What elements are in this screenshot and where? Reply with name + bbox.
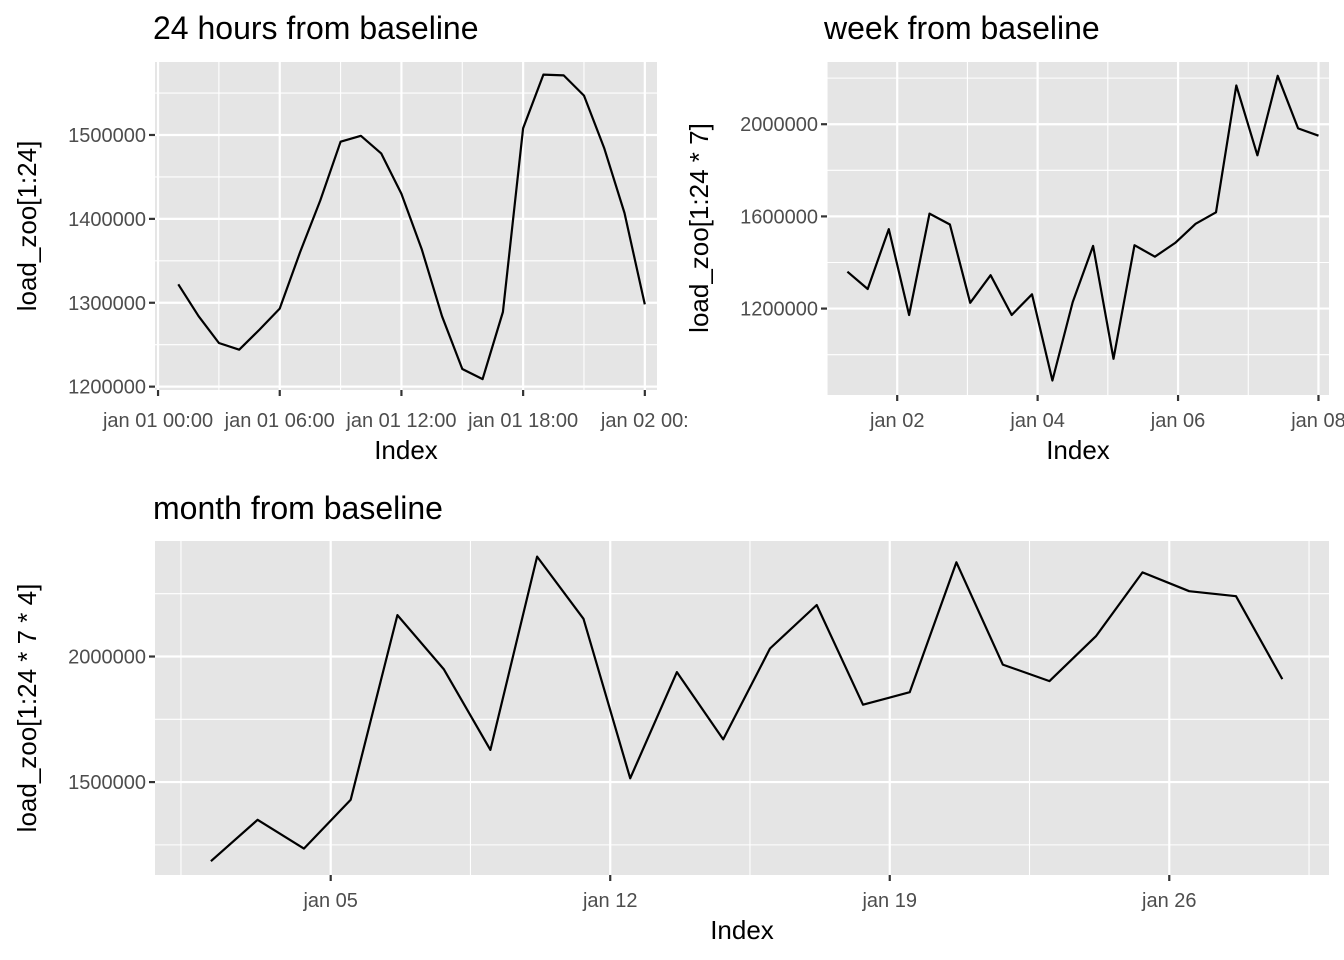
panel-week-title: week from baseline	[823, 10, 1100, 46]
x-tick-label: jan 19	[861, 890, 917, 912]
x-tick-label: jan 08	[1290, 410, 1344, 432]
panel-week: week from baseline jan 02 jan 04 jan 06 jan…	[684, 10, 1344, 465]
panel-month: month from baseline jan 05 jan 12 jan 19 ja…	[12, 490, 1329, 945]
y-tick-label: 1400000	[68, 209, 146, 231]
x-tick-label: jan 02 00:	[600, 410, 689, 432]
y-tick-label: 1600000	[740, 206, 818, 228]
panel-24-hours-y-axis-title: load_zoo[1:24]	[12, 141, 42, 312]
series-line	[210, 555, 1284, 863]
series-line	[177, 73, 646, 381]
panel-month-y-axis-title: load_zoo[1:24 * 7 * 4]	[12, 584, 42, 833]
panel-24-hours-x-axis-title: Index	[374, 435, 438, 465]
panel-24-hours-plot-area	[155, 62, 657, 390]
panel-week-plot-area	[827, 62, 1329, 395]
x-tick-label: jan 04	[1009, 410, 1065, 432]
x-tick-label: jan 06	[1150, 410, 1206, 432]
y-tick-label: 2000000	[740, 114, 818, 136]
panel-week-x-axis-title: Index	[1046, 435, 1110, 465]
x-tick-label: jan 02	[869, 410, 925, 432]
series-line	[846, 74, 1319, 382]
panel-month-x-axis-title: Index	[710, 915, 774, 945]
x-tick-label: jan 01 18:00	[467, 410, 578, 432]
x-tick-label: jan 26	[1141, 890, 1197, 912]
x-tick-label: jan 05	[302, 890, 358, 912]
panel-month-plot-area	[155, 541, 1329, 875]
panel-month-title: month from baseline	[153, 490, 443, 526]
x-tick-label: jan 12	[582, 890, 638, 912]
panel-24-hours-title: 24 hours from baseline	[153, 10, 479, 46]
y-tick-label: 1200000	[740, 299, 818, 321]
panel-24-hours: 24 hours from baseline jan 01 00:00 jan 0…	[12, 10, 689, 465]
y-tick-label: 2000000	[68, 647, 146, 669]
x-tick-label: jan 01 00:00	[102, 410, 213, 432]
x-tick-label: jan 01 12:00	[345, 410, 456, 432]
y-tick-label: 1500000	[68, 772, 146, 794]
y-tick-label: 1300000	[68, 293, 146, 315]
y-tick-label: 1200000	[68, 377, 146, 399]
x-tick-label: jan 01 06:00	[224, 410, 335, 432]
panel-week-y-axis-title: load_zoo[1:24 * 7]	[684, 123, 714, 333]
y-tick-label: 1500000	[68, 125, 146, 147]
